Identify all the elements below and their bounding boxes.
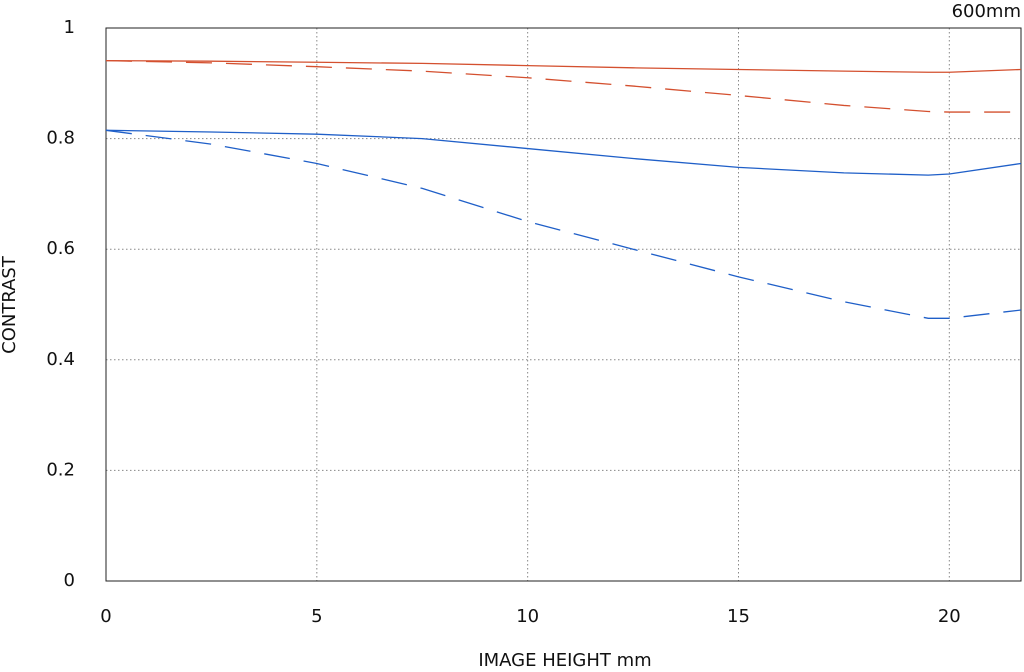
x-axis-label: IMAGE HEIGHT mm xyxy=(478,650,651,671)
x-tick-label: 0 xyxy=(100,606,111,627)
x-tick-label: 10 xyxy=(516,606,539,627)
y-tick-label: 0.4 xyxy=(46,349,75,370)
y-tick-label: 0.2 xyxy=(46,459,75,480)
y-tick-label: 0 xyxy=(64,570,75,591)
x-tick-label: 20 xyxy=(938,606,961,627)
series-line xyxy=(105,59,1021,113)
series-line xyxy=(105,129,1022,319)
y-axis-label: CONTRAST xyxy=(0,255,20,354)
plot-frame xyxy=(105,27,1022,582)
x-tick-label: 5 xyxy=(311,606,322,627)
annotation: 600mm xyxy=(952,1,1021,22)
series-line xyxy=(105,59,1022,73)
y-tick-label: 0.8 xyxy=(46,128,75,149)
x-tick-label: 15 xyxy=(727,606,750,627)
y-tick-label: 0.6 xyxy=(46,238,75,259)
y-tick-label: 1 xyxy=(64,17,75,38)
series-line xyxy=(105,129,1022,176)
